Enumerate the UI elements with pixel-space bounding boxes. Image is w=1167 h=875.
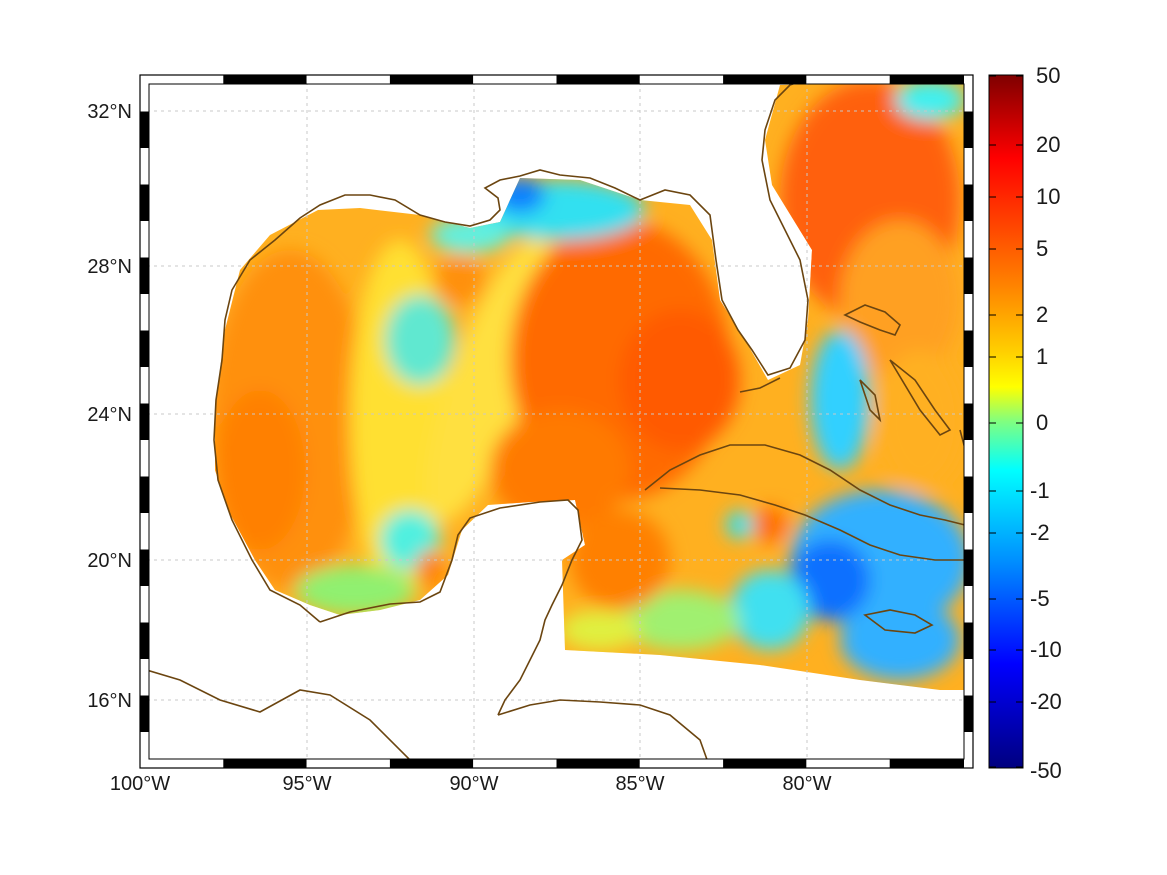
lon-tick-label: 90°W	[449, 773, 498, 795]
frame-segment	[723, 759, 807, 768]
graticule	[140, 75, 973, 768]
frame-segment	[223, 75, 307, 84]
frame-segment	[964, 476, 973, 513]
frame-segment	[964, 148, 973, 185]
frame-segment	[140, 111, 149, 148]
frame-segment	[140, 513, 149, 550]
lat-tick-label: 20°N	[87, 550, 132, 572]
frame-segment	[964, 111, 973, 148]
colorbar-label: -2	[1030, 520, 1050, 545]
frame-segment	[964, 732, 973, 768]
frame-segment	[140, 695, 149, 732]
frame-inner-line	[148, 83, 965, 760]
frame-segment	[140, 257, 149, 294]
frame-segment	[140, 440, 149, 477]
colorbar-label: 5	[1036, 236, 1048, 261]
frame-segment	[964, 586, 973, 623]
frame-segment	[140, 367, 149, 404]
frame-segment	[473, 759, 557, 768]
frame-segment	[889, 759, 973, 768]
lon-tick-label: 85°W	[615, 773, 664, 795]
colorbar-label: -1	[1030, 478, 1050, 503]
lat-tick-label: 28°N	[87, 256, 132, 278]
colorbar-label: -20	[1030, 689, 1062, 714]
lon-tick-label: 80°W	[782, 773, 831, 795]
frame-segment	[964, 695, 973, 732]
frame-segment	[140, 294, 149, 331]
colorbar-label: 10	[1036, 184, 1060, 209]
coastlines	[140, 77, 969, 768]
map-frame	[140, 75, 973, 768]
map-border	[139, 74, 974, 769]
frame-segment	[723, 75, 807, 84]
frame-segment	[964, 330, 973, 367]
lat-tick-label: 32°N	[87, 101, 132, 123]
colorbar-label: 2	[1036, 302, 1048, 327]
frame-segment	[140, 732, 149, 768]
frame-segment	[223, 759, 307, 768]
colorbar: 50 20 10 5 2 1 0 -1 -2 -5 -10 -20 -50	[988, 63, 1062, 783]
colorbar-label: -5	[1030, 586, 1050, 611]
colorbar-label: 50	[1036, 63, 1060, 88]
frame-segment	[306, 75, 390, 84]
lat-tick-label: 24°N	[87, 404, 132, 426]
frame-segment	[140, 221, 149, 258]
frame-segment	[964, 367, 973, 404]
frame-segment	[556, 759, 640, 768]
frame-segment	[140, 586, 149, 623]
colorbar-label: -50	[1030, 758, 1062, 783]
frame-segment	[140, 403, 149, 440]
frame-segment	[140, 659, 149, 696]
frame-segment	[964, 403, 973, 440]
frame-segment	[639, 759, 724, 768]
frame-segment	[806, 75, 890, 84]
frame-segment	[389, 759, 474, 768]
lat-tick-label: 16°N	[87, 690, 132, 712]
colorbar-ticks	[989, 75, 1023, 768]
colorbar-gradient	[988, 74, 1024, 769]
lon-tick-label: 95°W	[282, 773, 331, 795]
frame-segment	[140, 759, 224, 768]
frame-segment	[140, 184, 149, 221]
frame-segment	[964, 294, 973, 331]
lat-tick-labels: 32°N 28°N 24°N 20°N 16°N	[87, 101, 132, 712]
lon-tick-label: 100°W	[110, 773, 170, 795]
frame-segment	[140, 148, 149, 185]
frame-segment	[140, 75, 149, 112]
frame-segment	[964, 622, 973, 659]
frame-segment	[140, 476, 149, 513]
frame-segment	[306, 759, 390, 768]
frame-segment	[964, 513, 973, 550]
frame-segment	[964, 659, 973, 696]
colorbar-label: 1	[1036, 344, 1048, 369]
colorbar-label: 0	[1036, 410, 1048, 435]
frame-segment	[473, 75, 557, 84]
frame-segment	[964, 440, 973, 477]
frame-segment	[889, 75, 973, 84]
frame-segment	[964, 221, 973, 258]
frame-segment	[556, 75, 640, 84]
frame-segment	[140, 622, 149, 659]
frame-segment	[964, 549, 973, 586]
frame-segment	[389, 75, 474, 84]
frame-segment	[964, 257, 973, 294]
colorbar-label: 20	[1036, 132, 1060, 157]
frame-segment	[639, 75, 724, 84]
frame-segment	[140, 330, 149, 367]
frame-segment	[140, 75, 224, 84]
frame-segment	[806, 759, 890, 768]
frame-segment	[964, 75, 973, 112]
lon-tick-labels: 100°W 95°W 90°W 85°W 80°W	[110, 773, 832, 795]
frame-segment	[140, 549, 149, 586]
colorbar-label: -10	[1030, 637, 1062, 662]
frame-segment	[964, 184, 973, 221]
